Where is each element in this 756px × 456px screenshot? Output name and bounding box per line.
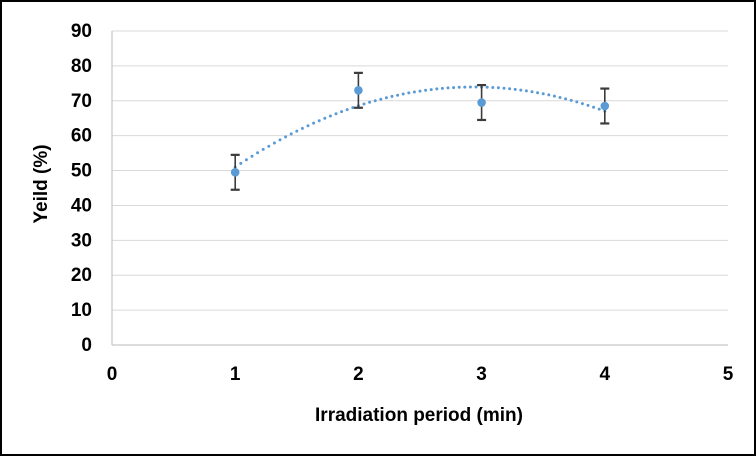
y-tick-label: 20 (71, 265, 92, 286)
trendline-dot (379, 97, 383, 101)
trendline-dot (244, 158, 248, 162)
trendline-dot (435, 87, 439, 91)
trendline-dot (457, 85, 461, 89)
y-tick-label: 80 (71, 56, 92, 77)
y-tick-label: 40 (71, 195, 92, 216)
trendline-dot (569, 98, 573, 102)
trendline-dot (351, 106, 355, 110)
trendline-dot (513, 87, 517, 91)
trendline-dot (440, 86, 444, 90)
trendline-dot (261, 147, 265, 151)
trendline-dot (362, 102, 366, 106)
x-tick-label: 3 (476, 364, 487, 385)
trendline-dot (373, 99, 377, 103)
trendline-dot (306, 124, 310, 128)
x-tick-label: 0 (107, 364, 118, 385)
trendline-dot (295, 129, 299, 133)
trendline-dot (390, 94, 394, 98)
data-point-marker (354, 86, 363, 95)
trendline-dot (407, 91, 411, 95)
trendline-dot (452, 86, 456, 90)
x-tick-label: 4 (600, 364, 611, 385)
trendline-dot (592, 105, 596, 109)
trendline-dot (491, 86, 495, 89)
trendline-dot (468, 85, 472, 89)
data-point-marker (477, 98, 486, 107)
trendline-dot (368, 100, 372, 104)
trendline-dot (278, 138, 282, 142)
trendline-dot (558, 96, 562, 99)
trendline-dot (328, 114, 332, 118)
trendline-dot (250, 154, 254, 158)
trendline-dot (396, 93, 400, 97)
y-axis-title: Yeild (%) (31, 144, 52, 224)
trendline-dot (508, 87, 512, 91)
y-tick-label: 10 (71, 300, 92, 321)
trendline-dot (384, 96, 388, 100)
trendline-dot (530, 90, 534, 94)
trendline-dot (412, 90, 416, 94)
trendline-dot (289, 132, 293, 136)
trendline-dot (485, 85, 489, 89)
x-axis-title: Irradiation period (min) (315, 405, 523, 426)
trendline-dot (552, 94, 556, 98)
trendline-dot (446, 86, 450, 90)
trendline-dot (474, 85, 478, 89)
trendline-dot (340, 110, 344, 114)
y-tick-label: 0 (81, 335, 92, 356)
trendline-dot (502, 86, 506, 90)
trendline-dot (424, 88, 428, 92)
trendline-dot (317, 119, 321, 123)
trendline-dot (496, 86, 500, 90)
trendline-dot (345, 108, 349, 112)
trendline-dot (586, 103, 590, 107)
x-tick-label: 5 (723, 364, 734, 385)
trendline-dot (418, 89, 422, 93)
trendline-dot (323, 116, 327, 120)
trendline-dot (312, 121, 316, 125)
y-tick-label: 30 (71, 230, 92, 251)
x-tick-label: 2 (353, 364, 364, 385)
x-tick-label: 1 (230, 364, 241, 385)
trendline-dot (401, 92, 405, 96)
y-tick-label: 50 (71, 161, 92, 182)
trendline-dot (239, 161, 243, 165)
trendline-dot (547, 93, 551, 97)
trendline-dot (300, 126, 304, 130)
trendline-dot (575, 100, 579, 104)
trendline-dot (267, 144, 271, 148)
trendline-dot (597, 107, 601, 111)
trendline-dot (536, 91, 540, 95)
trendline-dot (564, 97, 568, 101)
y-tick-label: 90 (71, 21, 92, 42)
data-point-marker (230, 168, 240, 177)
trendline-dot (429, 88, 433, 92)
trendline-dot (463, 85, 467, 89)
trendline-dot (541, 92, 545, 96)
data-point-marker (600, 101, 610, 111)
trendline-dot (580, 102, 584, 106)
trendline-dot (524, 89, 528, 93)
trendline-dot (284, 135, 288, 139)
trendline-dot (334, 112, 338, 116)
trendline-dot (272, 141, 276, 145)
trendline-dot (519, 88, 523, 92)
trendline-dot (256, 151, 260, 155)
y-tick-label: 60 (71, 126, 92, 147)
y-tick-label: 70 (71, 91, 92, 112)
